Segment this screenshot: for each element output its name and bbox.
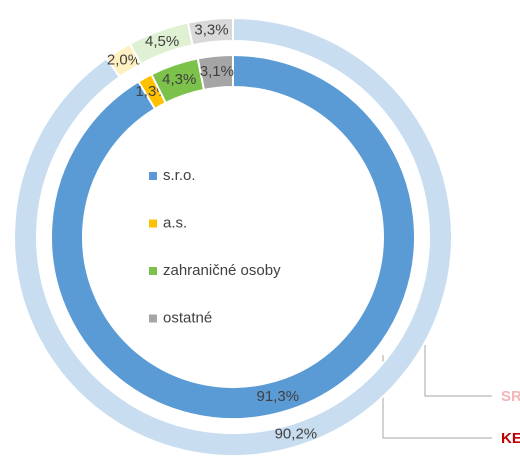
legend-label: s.r.o.	[163, 167, 196, 184]
donut-segment	[50, 53, 416, 420]
data-label: 3,1%	[200, 63, 234, 80]
data-label: 2,0%	[107, 51, 141, 68]
legend-marker	[149, 314, 157, 323]
legend-marker	[149, 219, 157, 228]
leader-line	[424, 345, 492, 397]
donut-segment	[196, 53, 234, 92]
legend-label: a.s.	[163, 214, 187, 231]
donut-segment	[186, 16, 234, 47]
legend-marker	[149, 267, 157, 275]
donut-segment	[13, 16, 454, 457]
data-label: 91,3%	[257, 388, 300, 405]
data-label: 90,2%	[275, 426, 318, 443]
legend-label: zahraničné osoby	[163, 262, 281, 279]
data-label: 4,3%	[162, 71, 196, 88]
data-label: 4,5%	[145, 33, 179, 50]
legend-marker	[149, 172, 157, 180]
series-label: KE	[501, 430, 520, 447]
data-label: 3,3%	[194, 22, 228, 39]
series-label: SR	[501, 388, 520, 405]
legend-label: ostatné	[163, 309, 212, 326]
